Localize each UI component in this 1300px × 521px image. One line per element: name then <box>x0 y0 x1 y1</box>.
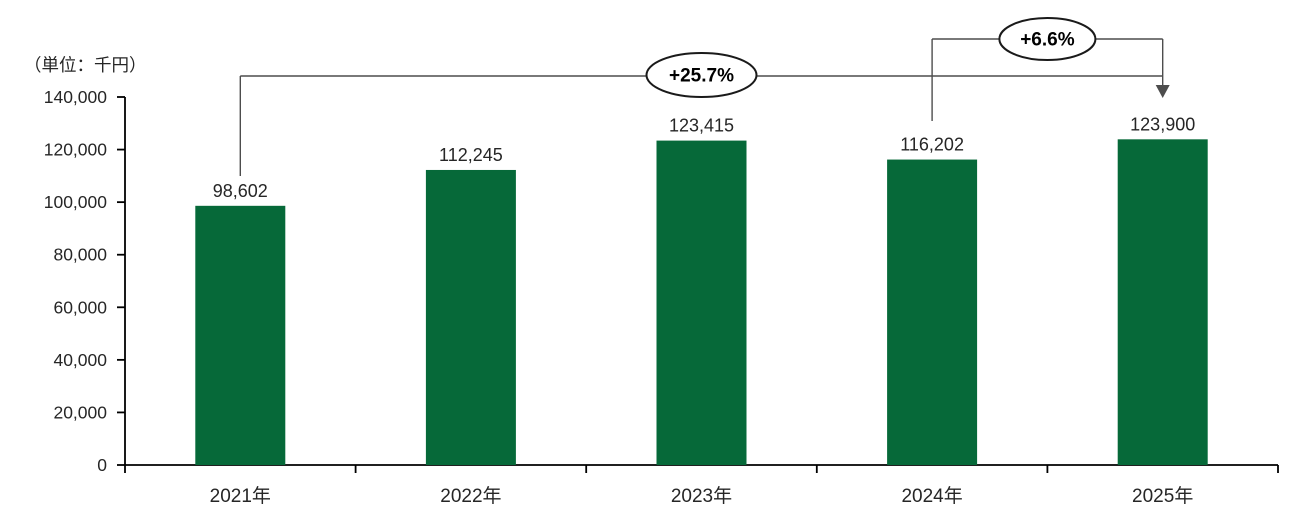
bar-value-label: 123,900 <box>1130 114 1195 134</box>
x-labels-group: 2021年 2022年 2023年 2024年 2025年 <box>210 485 1194 507</box>
bars-group <box>195 139 1208 466</box>
annotations-group: +25.7% +6.6% <box>239 17 1170 176</box>
bar-2025年 <box>1117 139 1208 465</box>
y-axis-tick-label: 0 <box>97 455 107 475</box>
annotation1-label: +25.7% <box>669 66 734 87</box>
bar-value-label: 98,602 <box>213 181 268 201</box>
x-axis <box>124 464 1279 473</box>
y-axis-tick-label: 100,000 <box>44 192 108 212</box>
bar-2022年 <box>425 169 516 465</box>
unit-label: （単位：千円） <box>24 55 147 75</box>
y-axis-tick-label: 80,000 <box>53 245 107 265</box>
annotation2-label: +6.6% <box>1020 30 1075 51</box>
y-axis-tick-label: 140,000 <box>44 87 108 107</box>
annotation-arrowhead-icon <box>1155 85 1170 98</box>
y-axis-tick-label: 20,000 <box>53 402 107 422</box>
y-axis-tick-label: 60,000 <box>53 297 107 317</box>
x-axis-category-label: 2024年 <box>901 485 962 507</box>
value-labels-group: 98,602 112,245 123,415 116,202 123,900 <box>213 114 1195 200</box>
bar-value-label: 123,415 <box>669 116 734 136</box>
bar-value-label: 116,202 <box>900 135 964 155</box>
x-axis-category-label: 2023年 <box>671 485 732 507</box>
annotation1-ellipse <box>645 52 758 98</box>
bar-2021年 <box>195 205 286 465</box>
y-axis-tick-label: 40,000 <box>53 350 107 370</box>
x-axis-category-label: 2025年 <box>1132 485 1193 507</box>
y-axis-tick-label: 120,000 <box>44 140 108 160</box>
bar-value-label: 112,245 <box>439 145 503 165</box>
y-axis: 0 20,000 40,000 60,000 80,000 100,000 120,000 1… <box>44 87 126 475</box>
bar-2024年 <box>887 159 978 465</box>
annotation2-ellipse <box>998 17 1097 61</box>
x-axis-category-label: 2021年 <box>210 485 271 507</box>
x-axis-category-label: 2022年 <box>440 485 501 507</box>
bar-2023年 <box>656 140 747 466</box>
